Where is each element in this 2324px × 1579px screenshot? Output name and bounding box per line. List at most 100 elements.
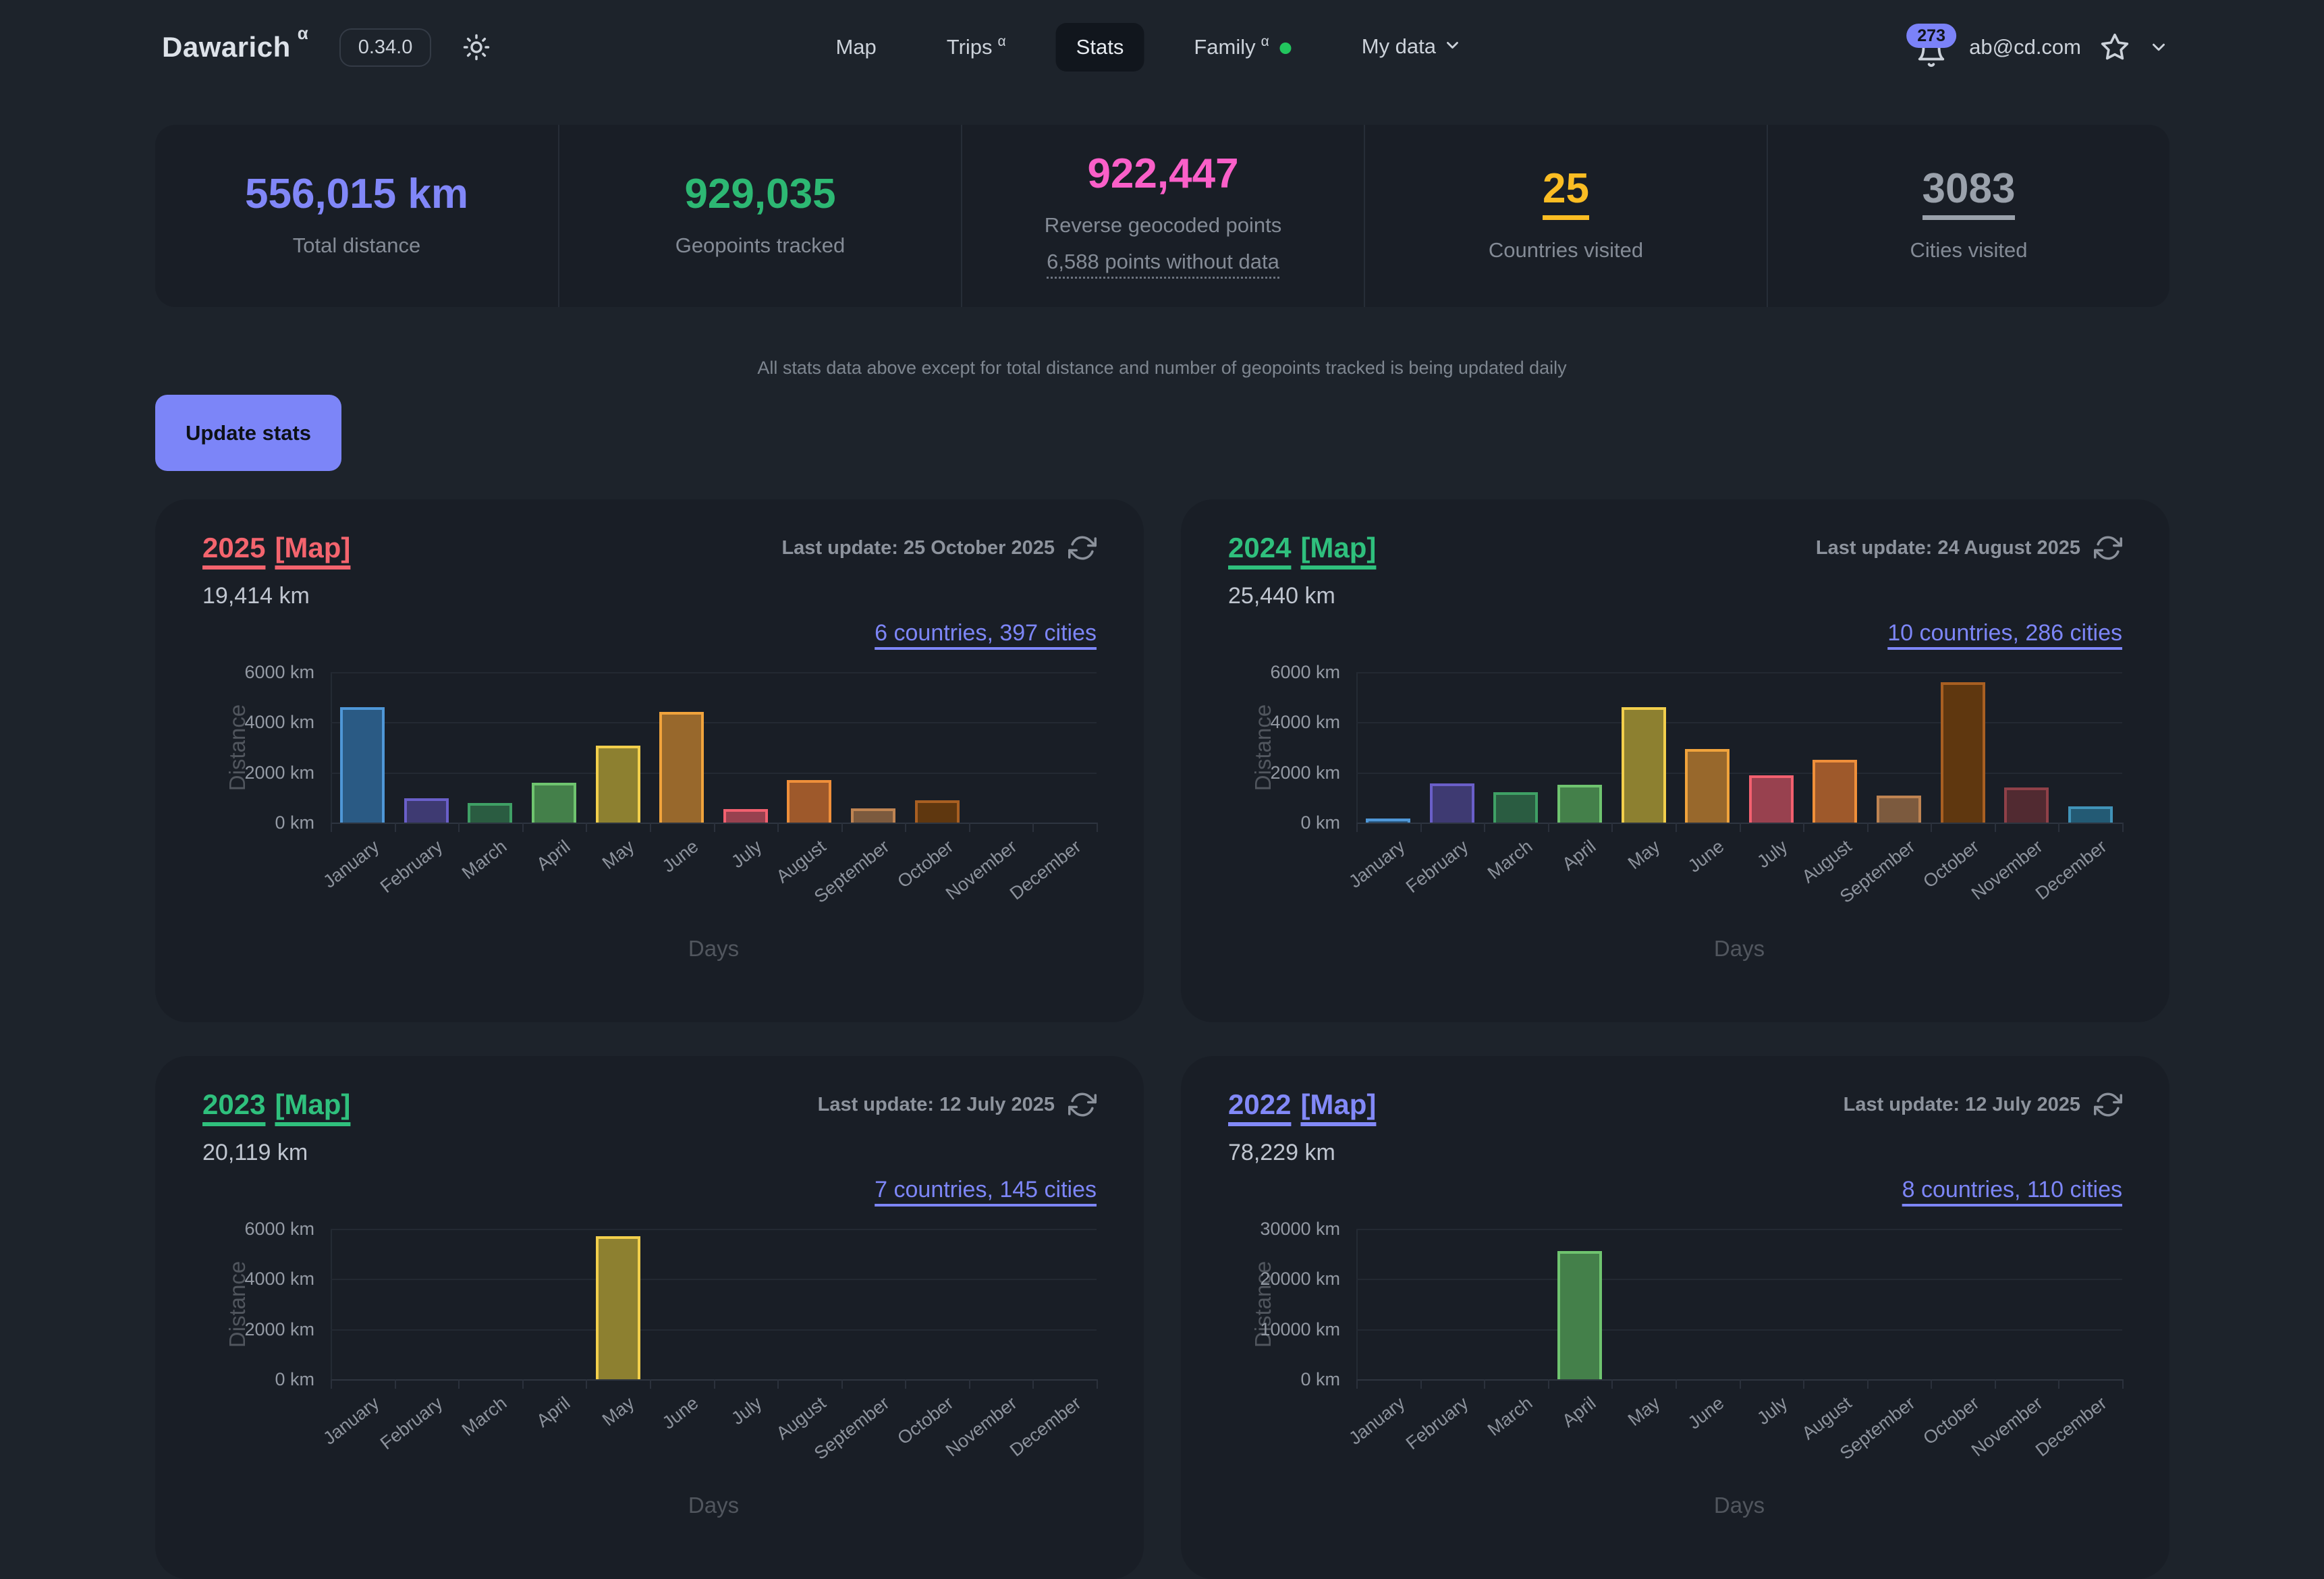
year-distance: 25,440 km bbox=[1228, 583, 1335, 609]
chart-bar-october[interactable] bbox=[1941, 682, 1985, 823]
x-axis-tick bbox=[714, 823, 715, 832]
x-axis-title: Days bbox=[1713, 936, 1765, 961]
countries-cities-link[interactable]: 10 countries, 286 cities bbox=[1887, 620, 2122, 646]
gridline bbox=[1356, 672, 2122, 673]
x-axis-tick bbox=[1867, 1379, 1869, 1389]
chart-bar-april[interactable] bbox=[532, 783, 576, 823]
stats-update-note: All stats data above except for total di… bbox=[757, 358, 1567, 378]
chart-bar-january[interactable] bbox=[1366, 819, 1410, 823]
y-axis-tick-label: 30000 km bbox=[1260, 1219, 1340, 1239]
refresh-icon[interactable] bbox=[2094, 534, 2122, 562]
family-online-dot bbox=[1279, 43, 1292, 55]
geopoints-value: 929,035 bbox=[684, 170, 836, 217]
year-distance: 78,229 km bbox=[1228, 1140, 1335, 1165]
chart-bar-september[interactable] bbox=[851, 808, 895, 823]
x-axis-tick bbox=[1420, 1379, 1422, 1389]
year-map-link[interactable]: [Map] bbox=[275, 1088, 351, 1120]
chart-bar-april[interactable] bbox=[1557, 1251, 1602, 1379]
x-axis-tick bbox=[1032, 823, 1034, 832]
cities-visited-value[interactable]: 3083 bbox=[1922, 168, 2016, 221]
chart-bar-june[interactable] bbox=[1685, 749, 1730, 823]
gridline bbox=[1356, 722, 2122, 723]
app-logo[interactable]: Dawarich α bbox=[162, 23, 308, 63]
stats-page: Dawarich α 0.34.0 Map Trips α Stats Family… bbox=[155, 0, 2169, 1518]
chart-bar-may[interactable] bbox=[596, 1236, 640, 1379]
chart-bar-august[interactable] bbox=[1813, 760, 1857, 823]
year-distance: 19,414 km bbox=[202, 583, 310, 609]
nav-item-map[interactable]: Map bbox=[815, 23, 896, 72]
favorites-button[interactable] bbox=[2100, 32, 2130, 62]
x-axis-tick bbox=[1097, 823, 1098, 832]
year-cards-grid: 2025 [Map] Last update: 25 October 2025 1… bbox=[155, 499, 2169, 1579]
stat-geopoints: 929,035 Geopoints tracked bbox=[558, 125, 961, 307]
chart-bar-february[interactable] bbox=[404, 798, 449, 823]
x-axis-tick bbox=[1740, 1379, 1741, 1389]
points-without-data-link[interactable]: 6,588 points without data bbox=[1047, 250, 1279, 279]
sun-icon bbox=[462, 33, 491, 61]
year-link-2025[interactable]: 2025 [Map] bbox=[202, 532, 351, 563]
theme-toggle-button[interactable] bbox=[462, 33, 491, 61]
chart-bar-may[interactable] bbox=[596, 746, 640, 823]
update-stats-button[interactable]: Update stats bbox=[155, 395, 341, 471]
year-card-2025: 2025 [Map] Last update: 25 October 2025 1… bbox=[155, 499, 1144, 1022]
notifications-button[interactable]: 273 bbox=[1906, 24, 1956, 68]
chart-bar-august[interactable] bbox=[787, 780, 831, 823]
chart-bar-february[interactable] bbox=[1430, 783, 1474, 823]
y-axis-tick-label: 20000 km bbox=[1260, 1269, 1340, 1289]
x-axis-tick bbox=[586, 1379, 587, 1389]
chart-bar-january[interactable] bbox=[340, 707, 385, 823]
year-map-link[interactable]: [Map] bbox=[275, 532, 351, 563]
y-axis-tick-label: 0 km bbox=[275, 812, 314, 833]
year-map-link[interactable]: [Map] bbox=[1300, 1088, 1377, 1120]
x-axis-tick bbox=[1676, 823, 1677, 832]
year-map-link[interactable]: [Map] bbox=[1300, 532, 1377, 563]
chart-bar-april[interactable] bbox=[1557, 785, 1602, 823]
x-axis-tick bbox=[395, 823, 396, 832]
chart-bar-march[interactable] bbox=[1493, 792, 1538, 823]
chart-bar-september[interactable] bbox=[1877, 796, 1921, 823]
gridline bbox=[331, 1229, 1097, 1230]
gridline bbox=[331, 1329, 1097, 1331]
year-link-2022[interactable]: 2022 [Map] bbox=[1228, 1088, 1377, 1120]
last-update-text: Last update: 24 August 2025 bbox=[1815, 536, 2080, 559]
x-axis-tick bbox=[1995, 823, 1996, 832]
y-axis-tick-label: 6000 km bbox=[1270, 662, 1340, 682]
countries-cities-link[interactable]: 8 countries, 110 cities bbox=[1902, 1177, 2122, 1202]
x-axis-tick bbox=[841, 1379, 843, 1389]
stat-cities-visited: 3083 Cities visited bbox=[1767, 125, 2169, 307]
refresh-icon[interactable] bbox=[1068, 1090, 1097, 1119]
chart-plot-area bbox=[331, 672, 1097, 823]
x-axis-tick bbox=[1740, 823, 1741, 832]
countries-visited-value[interactable]: 25 bbox=[1543, 168, 1589, 221]
user-email: ab@cd.com bbox=[1969, 35, 2081, 59]
refresh-icon[interactable] bbox=[2094, 1090, 2122, 1119]
user-menu-button[interactable] bbox=[2149, 37, 2169, 57]
countries-cities-link[interactable]: 6 countries, 397 cities bbox=[875, 620, 1097, 646]
chart-bar-july[interactable] bbox=[723, 809, 768, 823]
chart-bar-july[interactable] bbox=[1749, 775, 1794, 823]
chart-bar-may[interactable] bbox=[1622, 707, 1666, 823]
x-axis-tick bbox=[1484, 823, 1485, 832]
year-link-2024[interactable]: 2024 [Map] bbox=[1228, 532, 1377, 563]
gridline bbox=[331, 773, 1097, 774]
nav-item-trips[interactable]: Trips α bbox=[926, 23, 1026, 72]
refresh-icon[interactable] bbox=[1068, 534, 1097, 562]
x-axis-label: April bbox=[1558, 1393, 1600, 1431]
nav-item-family[interactable]: Family α bbox=[1173, 23, 1311, 72]
x-axis-tick bbox=[522, 1379, 524, 1389]
x-axis-label: December bbox=[1005, 836, 1085, 904]
chart-bar-december[interactable] bbox=[2068, 806, 2113, 823]
chart-bar-march[interactable] bbox=[468, 803, 512, 823]
main-nav: Map Trips α Stats Family α My data bbox=[815, 0, 1482, 94]
x-axis-label: May bbox=[598, 1393, 638, 1431]
year-card-2023: 2023 [Map] Last update: 12 July 2025 20,1… bbox=[155, 1056, 1144, 1579]
nav-item-stats[interactable]: Stats bbox=[1055, 23, 1144, 72]
countries-cities-link[interactable]: 7 countries, 145 cities bbox=[875, 1177, 1097, 1202]
summary-stats-panel: 556,015 km Total distance 929,035 Geopoi… bbox=[155, 125, 2169, 307]
year-link-2023[interactable]: 2023 [Map] bbox=[202, 1088, 351, 1120]
chart-bar-november[interactable] bbox=[2004, 787, 2049, 823]
chart-bar-october[interactable] bbox=[915, 800, 960, 823]
x-axis-tick bbox=[458, 1379, 460, 1389]
chart-bar-june[interactable] bbox=[659, 712, 704, 823]
nav-item-my-data[interactable]: My data bbox=[1341, 22, 1482, 72]
